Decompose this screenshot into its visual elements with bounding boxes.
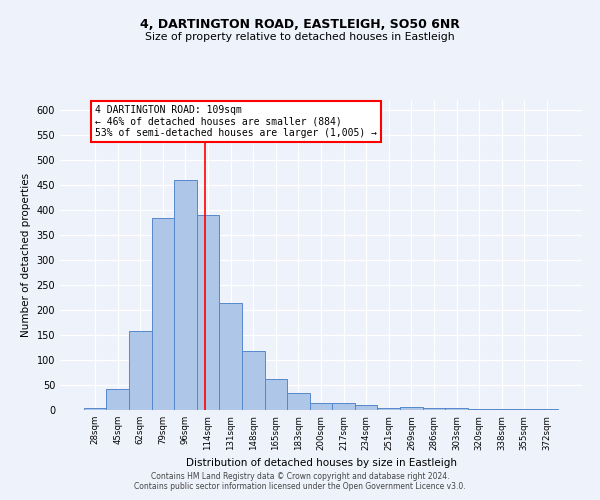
Bar [422,408,445,410]
Bar [400,406,422,410]
Text: 4, DARTINGTON ROAD, EASTLEIGH, SO50 6NR: 4, DARTINGTON ROAD, EASTLEIGH, SO50 6NR [140,18,460,30]
Bar [310,402,332,410]
Text: Contains HM Land Registry data © Crown copyright and database right 2024.: Contains HM Land Registry data © Crown c… [151,472,449,481]
Bar [377,408,400,410]
Bar [332,402,355,410]
Text: Size of property relative to detached houses in Eastleigh: Size of property relative to detached ho… [145,32,455,42]
Bar [106,389,129,410]
Text: Contains public sector information licensed under the Open Government Licence v3: Contains public sector information licen… [134,482,466,491]
Bar [84,408,106,410]
Text: 4 DARTINGTON ROAD: 109sqm
← 46% of detached houses are smaller (884)
53% of semi: 4 DARTINGTON ROAD: 109sqm ← 46% of detac… [95,105,377,138]
Bar [490,408,513,410]
Bar [513,408,536,410]
Bar [152,218,174,410]
Bar [445,408,468,410]
Bar [355,405,377,410]
Bar [468,408,490,410]
Y-axis label: Number of detached properties: Number of detached properties [21,173,31,337]
Bar [287,392,310,410]
Bar [197,215,220,410]
Bar [536,409,558,410]
Bar [242,351,265,410]
Bar [220,302,242,410]
Bar [129,331,152,410]
X-axis label: Distribution of detached houses by size in Eastleigh: Distribution of detached houses by size … [185,458,457,468]
Bar [174,180,197,410]
Bar [265,378,287,410]
